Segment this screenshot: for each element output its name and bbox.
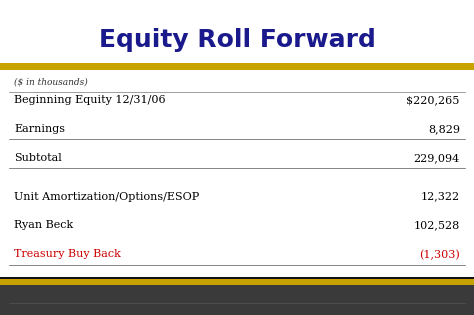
Bar xyxy=(0,63,474,70)
Text: Equity Roll Forward: Equity Roll Forward xyxy=(99,28,375,52)
Text: Earnings: Earnings xyxy=(14,124,65,134)
Text: Šƒ: Šƒ xyxy=(13,290,29,307)
Text: Treasury Buy Back: Treasury Buy Back xyxy=(14,249,121,260)
Text: Ryan Beck: Ryan Beck xyxy=(14,220,73,231)
Text: $342,641: $342,641 xyxy=(406,288,460,298)
Bar xyxy=(0,277,474,279)
Text: 229,094: 229,094 xyxy=(413,153,460,163)
Text: 12,322: 12,322 xyxy=(420,192,460,202)
Text: Unit Amortization/Options/ESOP: Unit Amortization/Options/ESOP xyxy=(14,192,200,202)
Text: (1,303): (1,303) xyxy=(419,249,460,260)
Text: Ending Equity 3/31/07: Ending Equity 3/31/07 xyxy=(14,288,141,298)
Text: ($ in thousands): ($ in thousands) xyxy=(14,78,88,87)
Text: Page 25: Page 25 xyxy=(435,301,460,306)
Text: Subtotal: Subtotal xyxy=(14,153,62,163)
Bar xyxy=(0,285,474,315)
Bar xyxy=(0,279,474,285)
Text: Beginning Equity 12/31/06: Beginning Equity 12/31/06 xyxy=(14,95,166,105)
Text: SF: SF xyxy=(8,292,30,306)
Text: $220,265: $220,265 xyxy=(406,95,460,105)
Text: 102,528: 102,528 xyxy=(413,220,460,231)
Text: 8,829: 8,829 xyxy=(428,124,460,134)
